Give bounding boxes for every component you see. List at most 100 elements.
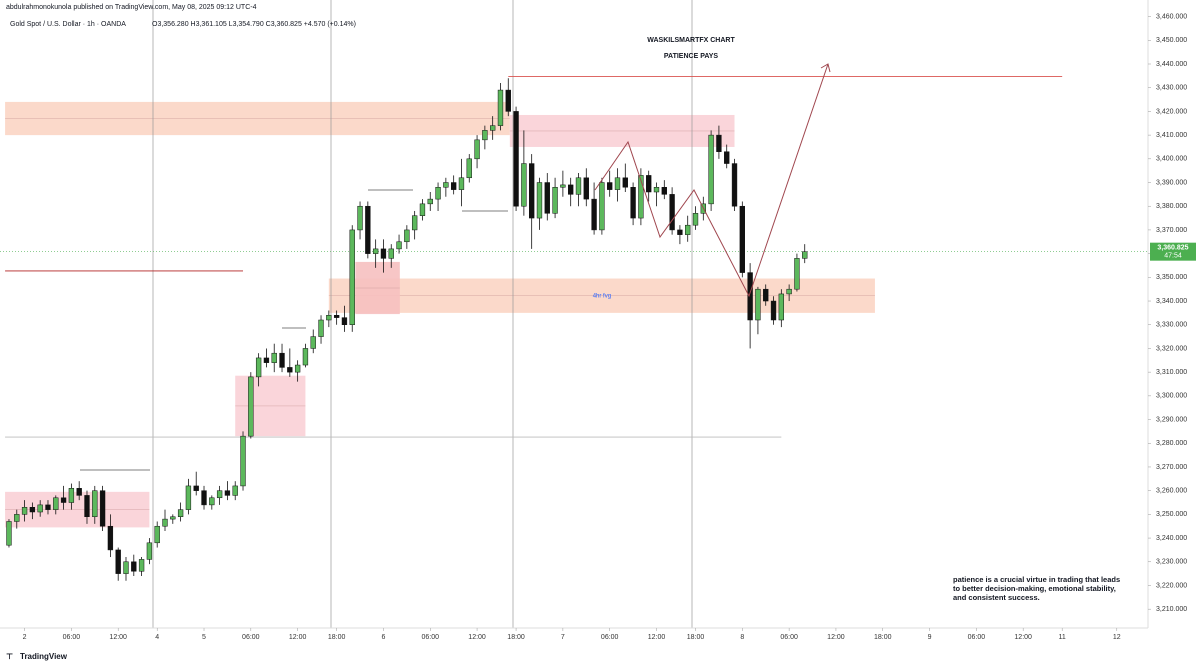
annotation: and consistent success.	[953, 593, 1040, 602]
candle-body	[552, 187, 558, 214]
y-tick-label: 3,340.000	[1156, 298, 1187, 305]
y-tick-label: 3,420.000	[1156, 108, 1187, 115]
x-tick-label: 12:00	[1014, 634, 1032, 641]
annotation: to better decision-making, emotional sta…	[953, 584, 1116, 593]
y-tick-label: 3,280.000	[1156, 440, 1187, 447]
y-tick-label: 3,440.000	[1156, 61, 1187, 68]
candle-body	[778, 293, 784, 321]
candle-body	[521, 163, 527, 207]
candle-body	[209, 497, 215, 506]
candle-body	[302, 348, 309, 366]
x-tick-label: 12:00	[289, 634, 307, 641]
candle-body	[193, 485, 199, 491]
candle-body	[21, 507, 28, 515]
zones: 4hr fvg	[5, 101, 875, 528]
candle-body	[575, 177, 582, 195]
candle-body	[770, 300, 777, 321]
candle-body	[318, 319, 324, 337]
candle-body	[396, 241, 402, 250]
y-tick-label: 3,370.000	[1156, 227, 1187, 234]
candle-body	[76, 488, 82, 496]
x-tick-label: 5	[202, 634, 206, 641]
y-tick-label: 3,430.000	[1156, 85, 1187, 92]
candle-body	[505, 89, 511, 112]
x-tick-label: 18:00	[328, 634, 346, 641]
candle-body	[162, 518, 168, 527]
y-tick-label: 3,240.000	[1156, 535, 1187, 542]
candle-body	[731, 163, 738, 207]
x-tick-label: 06:00	[780, 634, 798, 641]
candle-body	[466, 158, 472, 179]
candle-body	[263, 357, 270, 363]
candle-body	[310, 336, 316, 349]
x-tick-label: 06:00	[968, 634, 986, 641]
candle-body	[427, 198, 433, 205]
candle-body	[6, 521, 12, 546]
candle-body	[435, 187, 441, 200]
candle-body	[84, 495, 90, 517]
candle-body	[177, 509, 184, 517]
x-tick-label: 18:00	[507, 634, 525, 641]
x-tick-label: 18:00	[687, 634, 705, 641]
x-tick-label: 06:00	[601, 634, 619, 641]
candle-body	[544, 182, 550, 214]
candle-body	[45, 504, 51, 510]
candle-body	[131, 561, 137, 572]
candle-body	[630, 187, 636, 219]
x-tick-label: 18:00	[874, 634, 892, 641]
candle-body	[255, 357, 262, 378]
y-tick-label: 3,220.000	[1156, 582, 1187, 589]
candle-body	[201, 490, 207, 506]
x-tick-label: 4	[155, 634, 159, 641]
price-marker	[1150, 242, 1196, 261]
y-tick-label: 3,350.000	[1156, 274, 1187, 281]
y-tick-label: 3,290.000	[1156, 416, 1187, 423]
candle-body	[450, 182, 457, 190]
candle-body	[279, 352, 285, 368]
y-tick-label: 3,460.000	[1156, 13, 1187, 20]
candle-body	[365, 205, 371, 254]
candle-body	[185, 485, 192, 510]
candle-body	[474, 139, 480, 160]
candle-body	[685, 224, 691, 235]
y-tick-label: 3,380.000	[1156, 203, 1187, 210]
candle-body	[341, 317, 348, 325]
candle-body	[53, 497, 59, 510]
x-tick-label: 06:00	[242, 634, 260, 641]
y-tick-label: 3,410.000	[1156, 132, 1187, 139]
small-levels	[80, 189, 508, 471]
candle-body	[599, 182, 605, 231]
x-tick-label: 6	[381, 634, 385, 641]
candle-body	[739, 205, 745, 273]
candle-body	[68, 488, 75, 503]
x-tick-label: 2	[23, 634, 27, 641]
axes: 3,210.000 3,220.000 3,230.000 3,240.000 3,25…	[23, 13, 1196, 641]
candle-body	[146, 542, 153, 560]
candle-body	[490, 125, 496, 131]
y-tick-label: 3,330.000	[1156, 322, 1187, 329]
symbol: Gold Spot / U.S. Dollar · 1h · OANDA	[10, 21, 126, 28]
ohlc: O3,356.280 H3,361.105 L3,354.790 C3,360.…	[152, 21, 356, 28]
x-tick-label: 12:00	[648, 634, 666, 641]
candle-body	[607, 182, 613, 190]
y-tick-label: 3,260.000	[1156, 488, 1187, 495]
y-tick-label: 3,310.000	[1156, 369, 1187, 376]
candle-body	[92, 490, 98, 517]
price-marker-label: 3,360.825	[1157, 245, 1188, 252]
candle-body	[240, 435, 246, 487]
candle-body	[677, 229, 683, 235]
candle-body	[786, 288, 792, 295]
x-tick-label: 06:00	[63, 634, 81, 641]
candle-body	[638, 175, 644, 219]
candle-body	[536, 182, 543, 219]
candle-body	[482, 130, 488, 141]
projection-path	[594, 63, 829, 298]
x-tick-label: 12:00	[109, 634, 127, 641]
candle-body	[653, 187, 660, 193]
y-tick-label: 3,320.000	[1156, 345, 1187, 352]
candle-body	[568, 184, 574, 195]
x-tick-label: 12:00	[827, 634, 845, 641]
y-tick-label: 3,390.000	[1156, 179, 1187, 186]
candle-body	[692, 213, 699, 226]
x-tick-label: 7	[561, 634, 565, 641]
